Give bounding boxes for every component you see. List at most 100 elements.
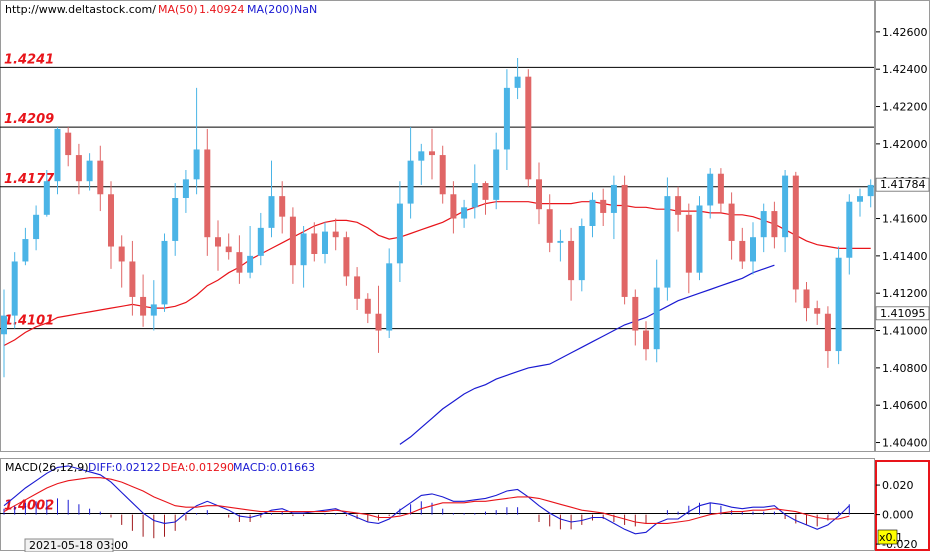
level-label: 1.4101 xyxy=(4,314,54,329)
candle-up xyxy=(396,203,403,264)
candle-down xyxy=(354,276,361,299)
candle-up xyxy=(707,173,714,206)
price-tick-label: 1.40400 xyxy=(882,437,928,450)
zoom-label[interactable]: x0.1 xyxy=(879,531,903,544)
candle-down xyxy=(364,298,371,314)
candle-up xyxy=(846,201,853,258)
candle-down xyxy=(289,216,296,266)
candle-down xyxy=(824,313,831,352)
candle-down xyxy=(311,233,318,254)
macd-dea-label: DEA:0.01290 xyxy=(162,461,234,474)
price-tick-label: 1.41200 xyxy=(882,287,928,300)
candle-up xyxy=(461,207,468,219)
price-tick-label: 1.42400 xyxy=(882,63,928,76)
candle-down xyxy=(439,155,446,195)
candle-down xyxy=(643,330,649,350)
price-tag-label: 1.41095 xyxy=(880,307,926,320)
date-label: 2021-05-18 03:00 xyxy=(29,539,128,552)
ma50-label: MA(50) xyxy=(158,3,198,16)
candle-up xyxy=(418,151,425,161)
ma50-line xyxy=(3,201,871,347)
candle-down xyxy=(814,308,821,314)
candle-up xyxy=(150,304,157,316)
candle-up xyxy=(503,87,510,150)
candle-up xyxy=(54,128,61,182)
candle-up xyxy=(782,175,789,238)
candle-down xyxy=(525,76,532,180)
candle-down xyxy=(792,175,799,290)
level-label: 1.4241 xyxy=(4,52,54,67)
candle-down xyxy=(450,194,457,219)
candle-up xyxy=(257,227,264,256)
candle-up xyxy=(857,196,863,202)
date-box xyxy=(24,538,114,552)
candle-up xyxy=(589,199,596,226)
candle-up xyxy=(867,184,874,197)
macd-value-label: MACD:0.01663 xyxy=(233,461,315,474)
candle-up xyxy=(610,184,617,213)
candle-up xyxy=(750,237,756,262)
candle-down xyxy=(739,240,746,262)
candle-down xyxy=(568,240,575,281)
candle-down xyxy=(225,246,232,253)
price-tick-label: 1.41000 xyxy=(882,325,928,338)
candle-down xyxy=(118,246,125,262)
candle-down xyxy=(343,237,350,277)
candle-down xyxy=(429,151,435,156)
site-url[interactable]: http://www.deltastock.com/ xyxy=(5,3,156,16)
candle-down xyxy=(546,209,553,243)
price-tick-label: 1.41400 xyxy=(882,250,928,263)
zoom-box[interactable] xyxy=(877,529,898,545)
candle-up xyxy=(161,240,168,305)
macd-axis-frame[interactable] xyxy=(875,460,930,551)
price-tick-label: 1.42600 xyxy=(882,26,928,39)
candle-up xyxy=(386,263,393,331)
candle-down xyxy=(332,231,339,238)
price-tick-label: 1.42000 xyxy=(882,138,928,151)
macd-diff-label: DIFF:0.02122 xyxy=(88,461,161,474)
level-label: 1.4177 xyxy=(4,172,55,187)
macd-tick-label: 0.020 xyxy=(882,479,914,492)
candle-up xyxy=(193,149,200,180)
candle-up xyxy=(182,179,189,198)
candle-down xyxy=(97,160,104,195)
candle-up xyxy=(11,261,18,316)
candle-down xyxy=(279,196,286,217)
candle-down xyxy=(129,261,136,297)
price-tick-label: 1.42200 xyxy=(882,101,928,114)
candle-down xyxy=(482,183,489,200)
candle-down xyxy=(717,173,724,204)
candle-down xyxy=(728,203,735,241)
candle-up xyxy=(22,239,29,262)
price-tag-box xyxy=(875,177,930,192)
candle-up xyxy=(696,205,703,273)
candle-down xyxy=(75,155,82,182)
ma200-line xyxy=(399,264,775,445)
candle-down xyxy=(375,313,382,331)
ma200-value: NaN xyxy=(294,3,317,16)
candle-up xyxy=(268,196,275,228)
macd-title: MACD(26,12,9) xyxy=(5,461,89,474)
candle-down xyxy=(108,194,114,247)
candle-down xyxy=(236,252,243,273)
candle-down xyxy=(685,214,692,273)
level-label: 1.4209 xyxy=(4,112,54,127)
candle-up xyxy=(557,240,564,243)
candle-down xyxy=(600,199,607,213)
candle-up xyxy=(322,231,328,254)
main-panel-frame xyxy=(0,0,875,452)
candle-down xyxy=(803,289,810,309)
candle-up xyxy=(407,160,414,204)
price-tick-label: 1.40800 xyxy=(882,362,928,375)
price-axis-frame xyxy=(875,0,930,452)
price-tick-label: 1.41600 xyxy=(882,213,928,226)
candle-up xyxy=(653,287,660,350)
candle-down xyxy=(536,179,542,210)
candle-up xyxy=(300,233,307,266)
level-label: 1.4002 xyxy=(4,498,54,513)
candle-up xyxy=(471,183,478,208)
price-tick-label: 1.40600 xyxy=(882,399,928,412)
candle-up xyxy=(664,196,671,288)
macd-diff-line xyxy=(3,465,850,535)
